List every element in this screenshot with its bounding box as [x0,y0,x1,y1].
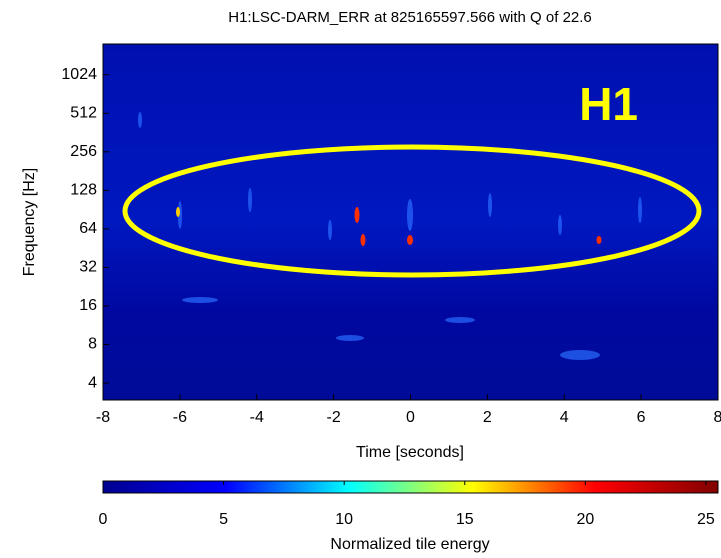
x-tick-label: -6 [173,409,187,426]
x-tick-label: 6 [637,409,646,426]
x-tick-label: 2 [483,409,492,426]
y-tick-label: 64 [79,220,97,237]
y-tick-label: 4 [88,374,97,391]
x-tick-label: 4 [560,409,569,426]
colorbar [102,480,719,494]
y-tick-label: 32 [79,259,97,276]
x-tick-label: -8 [96,409,110,426]
annotation: H1 [579,78,638,130]
spectrogram-hotspots [176,207,602,246]
colorbar-tick-label: 15 [456,511,474,528]
plot-area [103,44,718,400]
x-tick-label: 8 [714,409,721,426]
y-tick-label: 1024 [61,66,97,83]
colorbar-tick-label: 10 [335,511,353,528]
colorbar-tick-label: 20 [576,511,594,528]
y-tick-label: 128 [70,182,97,199]
x-axis-label: Time [seconds] [356,444,464,461]
y-tick-label: 512 [70,105,97,122]
highlight-ellipse [122,144,702,278]
x-tick-label: 0 [406,409,415,426]
y-axis-label: Frequency [Hz] [21,168,38,276]
x-tick-label: -4 [250,409,264,426]
y-tick-label: 16 [79,297,97,314]
y-tick-label: 8 [88,336,97,353]
colorbar-tick-label: 25 [697,511,715,528]
chart-title: H1:LSC-DARM_ERR at 825165597.566 with Q … [228,9,592,26]
colorbar-label: Normalized tile energy [330,536,489,553]
spectrogram-texture [138,112,642,360]
colorbar-tick-label: 5 [219,511,228,528]
colorbar-tick-label: 0 [99,511,108,528]
x-tick-label: -2 [327,409,341,426]
y-tick-label: 256 [70,143,97,160]
